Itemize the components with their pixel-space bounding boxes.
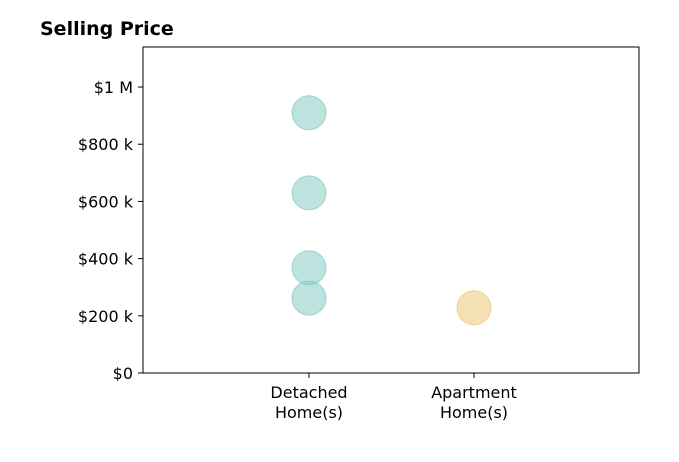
y-axis: $0 $200 k $400 k $600 k $800 k $1 M: [78, 78, 143, 383]
y-tick-label: $0: [113, 364, 133, 383]
data-points: [291, 95, 492, 326]
x-tick-label: Home(s): [440, 403, 508, 422]
data-point: [456, 290, 492, 326]
y-tick-label: $600 k: [78, 192, 134, 211]
x-tick-label: Home(s): [275, 403, 343, 422]
data-point: [291, 250, 327, 286]
y-tick-label: $200 k: [78, 307, 134, 326]
data-point: [291, 95, 327, 131]
chart-title: Selling Price: [40, 18, 174, 40]
data-point: [291, 280, 327, 316]
x-tick-label: Detached: [270, 383, 347, 402]
y-tick-label: $400 k: [78, 250, 134, 269]
y-tick-label: $1 M: [94, 78, 133, 97]
x-tick-label: Apartment: [431, 383, 517, 402]
plot-frame: [142, 46, 640, 374]
y-tick-label: $800 k: [78, 135, 134, 154]
data-point: [291, 175, 327, 211]
